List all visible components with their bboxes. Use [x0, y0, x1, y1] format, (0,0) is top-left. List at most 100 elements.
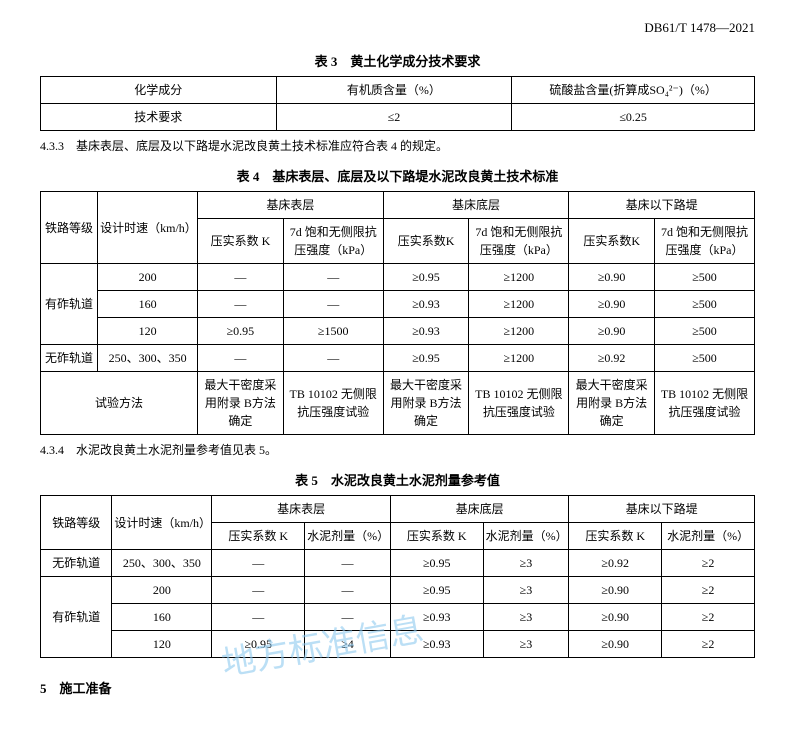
t4-sub-k1: 压实系数 K: [198, 219, 284, 264]
t5-r3-c: ≥0.93: [390, 631, 483, 658]
t3-h1: 化学成分: [41, 77, 277, 104]
t5-grp3: 基床以下路堤: [569, 496, 755, 523]
t4-wz-speed: 250、300、350: [98, 345, 198, 372]
t4-m6: TB 10102 无侧限抗压强度试验: [654, 372, 754, 435]
t5-r0-f: ≥2: [662, 550, 755, 577]
t4-sub-7d3: 7d 饱和无侧限抗压强度（kPa）: [654, 219, 754, 264]
t4-m2: TB 10102 无侧限抗压强度试验: [283, 372, 383, 435]
t5-r3-a: ≥0.95: [212, 631, 305, 658]
t4-col-speed: 设计时速（km/h）: [98, 192, 198, 264]
t5-sub-d1: 水泥剂量（%）: [305, 523, 391, 550]
t4-sub-7d1: 7d 饱和无侧限抗压强度（kPa）: [283, 219, 383, 264]
t5-r3-b: ≥4: [305, 631, 391, 658]
t4-r1-c: ≥0.93: [383, 291, 469, 318]
t4-r0-d: ≥1200: [469, 264, 569, 291]
t3-r3: ≤0.25: [512, 104, 755, 131]
table4-title: 表 4 基床表层、底层及以下路堤水泥改良黄土技术标准: [40, 166, 755, 185]
t4-r2-a: ≥0.95: [198, 318, 284, 345]
t4-r0-f: ≥500: [654, 264, 754, 291]
t4-r0-a: —: [198, 264, 284, 291]
t5-sub-d2: 水泥剂量（%）: [483, 523, 569, 550]
t5-r1-d: ≥3: [483, 577, 569, 604]
t5-sub-k3: 压实系数 K: [569, 523, 662, 550]
t5-rail-wz: 无砟轨道: [41, 550, 112, 577]
t4-grp3: 基床以下路堤: [569, 192, 755, 219]
t4-r0-speed: 200: [98, 264, 198, 291]
t5-r1-c: ≥0.95: [390, 577, 483, 604]
t5-rail-yz: 有砟轨道: [41, 577, 112, 658]
table3: 化学成分 有机质含量（%） 硫酸盐含量(折算成SO₄²⁻)（%） 技术要求 ≤2…: [40, 76, 755, 131]
t5-r0-c: ≥0.95: [390, 550, 483, 577]
t5-col-speed: 设计时速（km/h）: [112, 496, 212, 550]
t4-sub-k3: 压实系数K: [569, 219, 655, 264]
t4-m1: 最大干密度采用附录 B方法确定: [198, 372, 284, 435]
t4-r2-f: ≥500: [654, 318, 754, 345]
t5-r3-e: ≥0.90: [569, 631, 662, 658]
t5-r1-speed: 200: [112, 577, 212, 604]
t5-r0-e: ≥0.92: [569, 550, 662, 577]
t4-r0-b: —: [283, 264, 383, 291]
t5-r0-b: —: [305, 550, 391, 577]
t5-r3-f: ≥2: [662, 631, 755, 658]
table5: 铁路等级 设计时速（km/h） 基床表层 基床底层 基床以下路堤 压实系数 K …: [40, 495, 755, 658]
t4-r2-speed: 120: [98, 318, 198, 345]
t5-sub-d3: 水泥剂量（%）: [662, 523, 755, 550]
t5-col-rail: 铁路等级: [41, 496, 112, 550]
t3-r1: 技术要求: [41, 104, 277, 131]
t5-r2-speed: 160: [112, 604, 212, 631]
t4-r2-e: ≥0.90: [569, 318, 655, 345]
t4-r2-d: ≥1200: [469, 318, 569, 345]
doc-code: DB61/T 1478—2021: [40, 20, 755, 36]
t4-wz-c: ≥0.95: [383, 345, 469, 372]
t4-rail-wz: 无砟轨道: [41, 345, 98, 372]
t5-grp2: 基床底层: [390, 496, 568, 523]
t5-r0-speed: 250、300、350: [112, 550, 212, 577]
t5-sub-k2: 压实系数 K: [390, 523, 483, 550]
t5-r2-e: ≥0.90: [569, 604, 662, 631]
t4-m3: 最大干密度采用附录 B方法确定: [383, 372, 469, 435]
t5-r1-f: ≥2: [662, 577, 755, 604]
t4-rail-yz: 有砟轨道: [41, 264, 98, 345]
t4-r0-e: ≥0.90: [569, 264, 655, 291]
t4-grp1: 基床表层: [198, 192, 384, 219]
t4-sub-k2: 压实系数K: [383, 219, 469, 264]
t4-wz-d: ≥1200: [469, 345, 569, 372]
t4-r1-a: —: [198, 291, 284, 318]
t5-r2-b: —: [305, 604, 391, 631]
t4-wz-b: —: [283, 345, 383, 372]
t4-wz-f: ≥500: [654, 345, 754, 372]
t5-r3-speed: 120: [112, 631, 212, 658]
t5-grp1: 基床表层: [212, 496, 390, 523]
section-5-heading: 5 施工准备: [40, 678, 755, 697]
t4-wz-e: ≥0.92: [569, 345, 655, 372]
t5-sub-k1: 压实系数 K: [212, 523, 305, 550]
t5-r0-d: ≥3: [483, 550, 569, 577]
t5-r2-c: ≥0.93: [390, 604, 483, 631]
t5-r1-b: —: [305, 577, 391, 604]
t4-r1-b: —: [283, 291, 383, 318]
t4-r0-c: ≥0.95: [383, 264, 469, 291]
table5-title: 表 5 水泥改良黄土水泥剂量参考值: [40, 470, 755, 489]
t3-h3: 硫酸盐含量(折算成SO₄²⁻)（%）: [512, 77, 755, 104]
t4-r2-c: ≥0.93: [383, 318, 469, 345]
table4: 铁路等级 设计时速（km/h） 基床表层 基床底层 基床以下路堤 压实系数 K …: [40, 191, 755, 435]
t4-sub-7d2: 7d 饱和无侧限抗压强度（kPa）: [469, 219, 569, 264]
t4-col-rail: 铁路等级: [41, 192, 98, 264]
t4-r1-e: ≥0.90: [569, 291, 655, 318]
t5-r2-a: —: [212, 604, 305, 631]
t5-r2-d: ≥3: [483, 604, 569, 631]
t3-r2: ≤2: [276, 104, 512, 131]
t5-r1-e: ≥0.90: [569, 577, 662, 604]
para-434: 4.3.4 水泥改良黄土水泥剂量参考值见表 5。: [40, 441, 755, 458]
t4-m4: TB 10102 无侧限抗压强度试验: [469, 372, 569, 435]
t5-r2-f: ≥2: [662, 604, 755, 631]
t4-r1-d: ≥1200: [469, 291, 569, 318]
t4-r2-b: ≥1500: [283, 318, 383, 345]
t5-r1-a: —: [212, 577, 305, 604]
t4-wz-a: —: [198, 345, 284, 372]
table3-title: 表 3 黄土化学成分技术要求: [40, 51, 755, 70]
t4-grp2: 基床底层: [383, 192, 569, 219]
t4-method-label: 试验方法: [41, 372, 198, 435]
t4-r1-speed: 160: [98, 291, 198, 318]
t3-h2: 有机质含量（%）: [276, 77, 512, 104]
